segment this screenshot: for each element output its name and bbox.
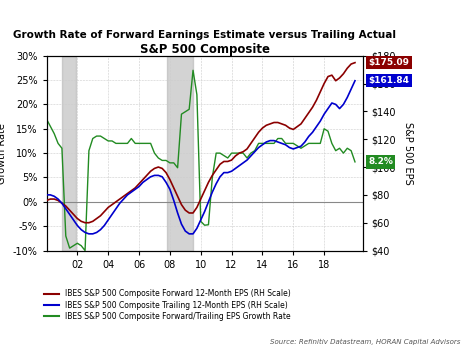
- Text: $175.09: $175.09: [368, 58, 409, 67]
- Y-axis label: Growth Rate: Growth Rate: [0, 123, 7, 183]
- Text: $161.84: $161.84: [368, 76, 409, 85]
- Bar: [62, 56, 76, 251]
- Title: S&P 500 Composite: S&P 500 Composite: [140, 43, 270, 56]
- Legend: IBES S&P 500 Composite Forward 12-Month EPS (RH Scale), IBES S&P 500 Composite T: IBES S&P 500 Composite Forward 12-Month …: [44, 290, 291, 321]
- Text: Growth Rate of Forward Earnings Estimate versus Trailing Actual: Growth Rate of Forward Earnings Estimate…: [13, 30, 396, 40]
- Text: 8.2%: 8.2%: [368, 157, 393, 166]
- Bar: [167, 56, 193, 251]
- Y-axis label: S&P 500 EPS: S&P 500 EPS: [403, 122, 413, 184]
- Text: Source: Refinitiv Datastream, HORAN Capital Advisors: Source: Refinitiv Datastream, HORAN Capi…: [270, 338, 460, 345]
